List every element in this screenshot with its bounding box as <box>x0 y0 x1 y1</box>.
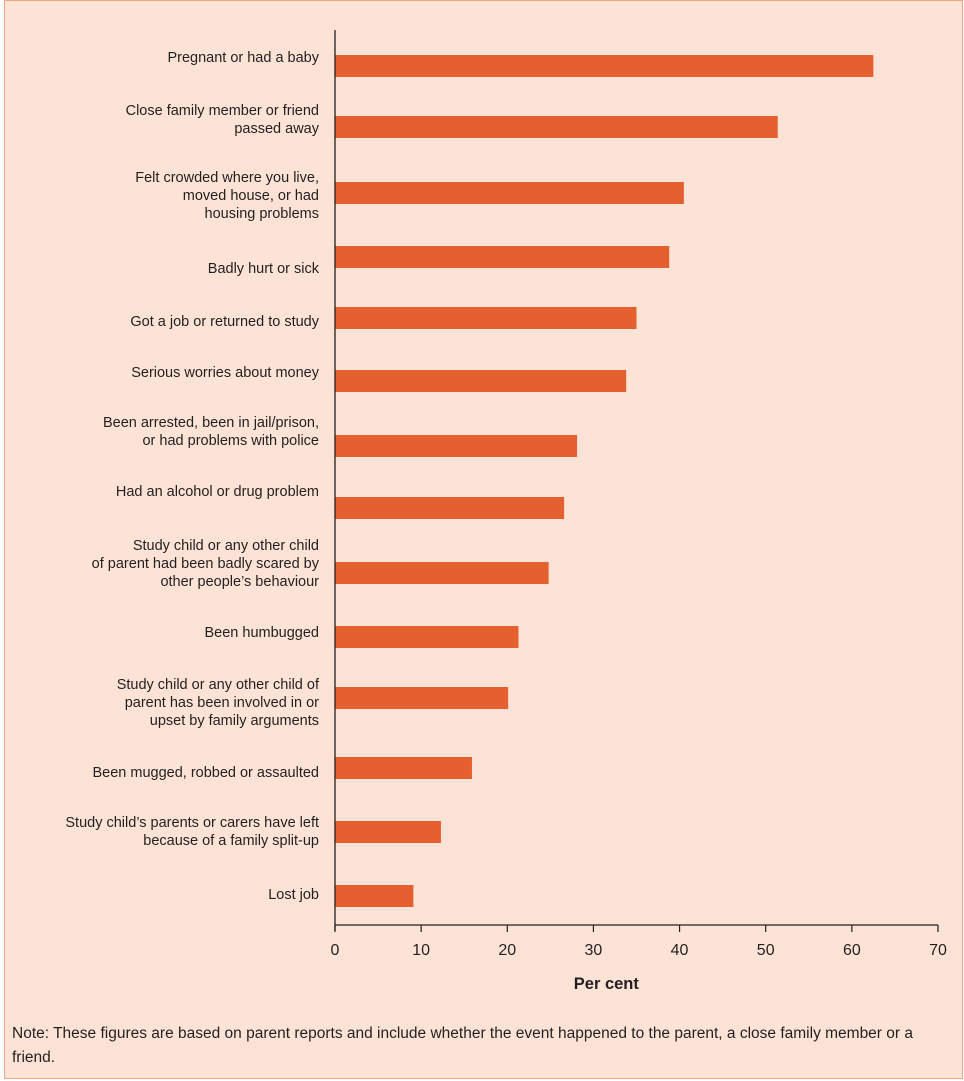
category-label-line: Serious worries about money <box>131 365 320 381</box>
category-label-line: Study child’s parents or carers have lef… <box>65 815 319 831</box>
bar <box>335 116 778 138</box>
bar <box>335 435 578 457</box>
category-label: Been arrested, been in jail/prison, or ha… <box>103 415 319 449</box>
bar <box>335 55 874 77</box>
category-label: Felt crowded where you live, moved house,… <box>135 170 319 222</box>
category-label-line: of parent had been badly scared by <box>92 556 320 572</box>
bar <box>335 497 565 519</box>
category-label-line: Been humbugged <box>205 625 320 641</box>
category-label: Serious worries about money <box>131 365 320 381</box>
category-label-line: Lost job <box>268 887 319 903</box>
category-label-line: upset by family arguments <box>150 713 319 729</box>
category-label: Had an alcohol or drug problem <box>116 484 319 500</box>
x-tick-label: 20 <box>498 942 516 959</box>
category-label-line: Felt crowded where you live, <box>135 170 319 186</box>
category-label: Lost job <box>268 887 319 903</box>
bar <box>335 757 472 779</box>
category-label-line: Study child or any other child <box>133 538 319 554</box>
category-label: Study child’s parents or carers have lef… <box>65 815 319 849</box>
category-label-line: Been arrested, been in jail/prison, <box>103 415 319 431</box>
category-label-line: other people’s behaviour <box>160 574 319 590</box>
category-label: Study child or any other child of parent … <box>117 677 320 729</box>
category-label-line: parent has been involved in or <box>125 695 319 711</box>
chart-panel <box>4 0 963 1079</box>
x-axis-title: Per cent <box>574 975 640 993</box>
category-label: Pregnant or had a baby <box>167 50 319 66</box>
category-label-line: because of a family split-up <box>143 833 319 849</box>
x-tick-label: 40 <box>671 942 689 959</box>
bar <box>335 626 519 648</box>
chart-note: Note: These figures are based on parent … <box>12 1025 913 1066</box>
category-label-line: or had problems with police <box>142 433 319 449</box>
bar <box>335 246 670 268</box>
x-tick-label: 70 <box>929 942 947 959</box>
category-label-line: moved house, or had <box>183 188 319 204</box>
bar <box>335 687 509 709</box>
category-label: Been mugged, robbed or assaulted <box>92 765 319 781</box>
category-label-line: Had an alcohol or drug problem <box>116 484 319 500</box>
category-labels-group: Pregnant or had a baby Close family membe… <box>65 50 320 903</box>
axes-group: 0 10 20 30 40 50 60 70 <box>331 30 947 959</box>
bars-group <box>335 55 874 907</box>
category-label: Been humbugged <box>205 625 320 641</box>
category-label: Got a job or returned to study <box>130 314 319 330</box>
category-label-line: Study child or any other child of <box>117 677 320 693</box>
bar <box>335 370 627 392</box>
bar <box>335 821 441 843</box>
category-label: Study child or any other child of parent … <box>92 538 320 590</box>
x-tick-label: 0 <box>331 942 340 959</box>
category-label-line: Pregnant or had a baby <box>167 50 319 66</box>
category-label-line: Close family member or friend <box>126 103 319 119</box>
bar <box>335 307 637 329</box>
category-label: Close family member or friend passed away <box>126 103 320 137</box>
category-label-line: Been mugged, robbed or assaulted <box>92 765 319 781</box>
bar <box>335 182 684 204</box>
x-tick-label: 30 <box>585 942 603 959</box>
x-tick-label: 10 <box>412 942 430 959</box>
category-label: Badly hurt or sick <box>208 261 320 277</box>
category-label-line: housing problems <box>205 206 319 222</box>
category-label-line: passed away <box>234 121 319 137</box>
x-tick-label: 50 <box>757 942 775 959</box>
category-label-line: Badly hurt or sick <box>208 261 320 277</box>
category-label-line: Got a job or returned to study <box>130 314 319 330</box>
bar-chart: Pregnant or had a baby Close family membe… <box>65 30 947 993</box>
bar <box>335 562 549 584</box>
x-tick-label: 60 <box>843 942 861 959</box>
bar <box>335 885 414 907</box>
